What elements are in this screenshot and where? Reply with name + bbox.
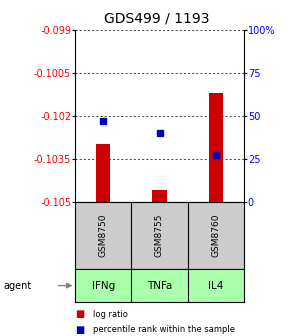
Bar bbox=[153, 190, 166, 202]
Text: GSM8760: GSM8760 bbox=[211, 213, 220, 257]
Text: agent: agent bbox=[3, 281, 31, 291]
Text: ■: ■ bbox=[75, 325, 85, 335]
Text: percentile rank within the sample: percentile rank within the sample bbox=[93, 326, 235, 334]
Text: GSM8755: GSM8755 bbox=[155, 213, 164, 257]
Bar bbox=[96, 144, 110, 202]
Text: IL4: IL4 bbox=[208, 281, 223, 291]
Text: GDS499 / 1193: GDS499 / 1193 bbox=[104, 11, 209, 26]
Text: IFNg: IFNg bbox=[92, 281, 115, 291]
Text: GSM8750: GSM8750 bbox=[99, 213, 108, 257]
Text: log ratio: log ratio bbox=[93, 310, 128, 319]
Text: ■: ■ bbox=[75, 309, 85, 319]
Text: TNFa: TNFa bbox=[147, 281, 172, 291]
Bar bbox=[209, 93, 223, 202]
